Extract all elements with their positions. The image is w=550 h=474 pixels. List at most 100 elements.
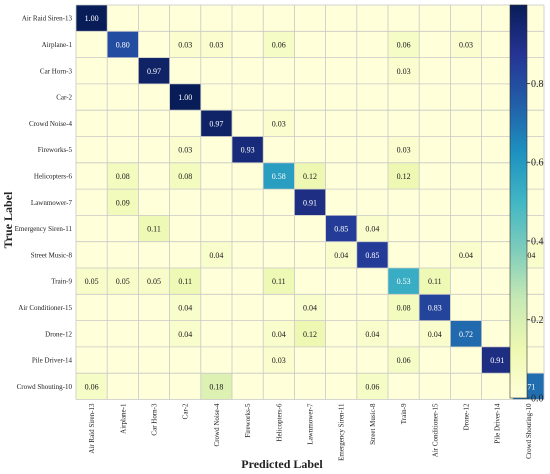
heatmap-cell xyxy=(169,5,201,32)
heatmap-cell xyxy=(388,31,420,58)
heatmap-cell xyxy=(263,373,295,400)
cell-value-label: 0.03 xyxy=(209,40,223,49)
heatmap-cell xyxy=(76,346,108,374)
heatmap-cell xyxy=(294,189,326,216)
heatmap-cell xyxy=(294,136,326,163)
heatmap-cell xyxy=(232,31,264,58)
heatmap-cell xyxy=(450,346,482,374)
heatmap-cell xyxy=(481,294,513,321)
y-axis-label: True Label xyxy=(1,191,15,248)
cell-value-label: 0.11 xyxy=(178,277,192,286)
cell-value-label: 0.08 xyxy=(116,172,130,181)
heatmap-cell xyxy=(232,136,264,163)
heatmap-cell xyxy=(388,110,420,137)
column-tick-label: Crowd Noise-4 xyxy=(213,403,221,446)
heatmap-cell xyxy=(107,83,139,111)
heatmap-cell xyxy=(138,31,170,58)
heatmap-cell xyxy=(232,241,264,268)
heatmap-cell xyxy=(169,31,201,58)
cell-value-label: 0.06 xyxy=(397,40,411,49)
row-tick-label: Emergency Siren-11 xyxy=(15,225,73,233)
heatmap-cell xyxy=(356,189,388,216)
cell-value-label: 0.06 xyxy=(365,382,379,391)
heatmap-cell xyxy=(169,83,201,111)
heatmap-cell xyxy=(388,136,420,163)
heatmap-cell xyxy=(107,373,139,400)
colorbar-ticks: 0.0 0.2 0.4 0.6 0.8 xyxy=(527,79,544,405)
cell-value-label: 0.11 xyxy=(147,225,161,234)
cell-value-label: 0.04 xyxy=(428,330,442,339)
heatmap-cell xyxy=(76,162,108,190)
colorbar-tick-label: 0.2 xyxy=(531,315,544,326)
heatmap-cell xyxy=(138,268,170,295)
column-tick-label: Lawnmower-7 xyxy=(307,403,315,445)
row-tick-label: Pile Driver-14 xyxy=(32,357,73,365)
cell-value-label: 0.12 xyxy=(303,330,317,339)
heatmap-cell xyxy=(450,5,482,32)
heatmap-cell xyxy=(107,189,139,216)
heatmap-cell xyxy=(200,57,232,84)
row-tick-label: Car-2 xyxy=(56,94,72,102)
cell-value-label: 0.93 xyxy=(241,146,255,155)
heatmap-cell xyxy=(388,5,420,32)
heatmap-cell xyxy=(356,215,388,242)
cell-value-label: 0.97 xyxy=(209,119,223,128)
heatmap-cell xyxy=(419,294,451,321)
row-tick-label: Street Music-8 xyxy=(31,251,73,259)
heatmap-cell xyxy=(138,373,170,400)
heatmap-cell xyxy=(481,189,513,216)
cell-value-label: 0.09 xyxy=(116,198,130,207)
cell-value-label: 0.08 xyxy=(397,303,411,312)
heatmap-cell xyxy=(200,320,232,347)
heatmap-cell xyxy=(450,31,482,58)
heatmap-cell xyxy=(138,189,170,216)
heatmap-cell xyxy=(419,189,451,216)
heatmap-cell xyxy=(294,268,326,295)
heatmap-cell xyxy=(419,346,451,374)
colorbar: 0.0 0.2 0.4 0.6 0.8 xyxy=(509,4,544,405)
heatmap-cell xyxy=(232,110,264,137)
heatmap-cell xyxy=(232,373,264,400)
heatmap-cell xyxy=(388,215,420,242)
heatmap-cell xyxy=(294,346,326,374)
cell-value-label: 0.03 xyxy=(272,119,286,128)
cell-value-label: 0.04 xyxy=(272,330,286,339)
column-tick-label: Airplane-1 xyxy=(119,403,127,434)
heatmap-cell xyxy=(138,320,170,347)
heatmap-cell xyxy=(200,5,232,32)
heatmap-cell xyxy=(481,268,513,295)
cell-value-label: 0.05 xyxy=(147,277,161,286)
heatmap-cell xyxy=(294,5,326,32)
cell-value-label: 0.91 xyxy=(490,356,504,365)
heatmap-cell xyxy=(450,241,482,268)
heatmap-cell xyxy=(450,83,482,111)
cell-value-label: 1.00 xyxy=(85,14,99,23)
heatmap-cell xyxy=(419,136,451,163)
heatmap-cell xyxy=(76,241,108,268)
heatmap-cell xyxy=(356,57,388,84)
heatmap-cell xyxy=(481,215,513,242)
heatmap-cell xyxy=(481,5,513,32)
x-axis-label: Predicted Label xyxy=(241,457,323,471)
heatmap-cell xyxy=(107,346,139,374)
cell-value-label: 0.97 xyxy=(147,67,161,76)
heatmap-cell xyxy=(263,215,295,242)
heatmap-cell xyxy=(356,346,388,374)
heatmap-cell xyxy=(138,294,170,321)
heatmap-cell xyxy=(388,268,420,295)
heatmap-cell xyxy=(169,110,201,137)
heatmap-cell xyxy=(169,57,201,84)
heatmap-cell xyxy=(356,136,388,163)
heatmap-cell xyxy=(169,215,201,242)
cell-value-label: 0.85 xyxy=(365,251,379,260)
heatmap-cell xyxy=(419,31,451,58)
heatmap-cell xyxy=(107,241,139,268)
heatmap-cell xyxy=(388,241,420,268)
cell-value-label: 0.05 xyxy=(85,277,99,286)
heatmap-cell xyxy=(481,110,513,137)
heatmap-cell xyxy=(200,189,232,216)
column-tick-label: Drone-12 xyxy=(463,403,471,430)
heatmap-cell xyxy=(481,320,513,347)
heatmap-cell xyxy=(232,162,264,190)
column-tick-label: Fireworks-5 xyxy=(244,403,252,438)
